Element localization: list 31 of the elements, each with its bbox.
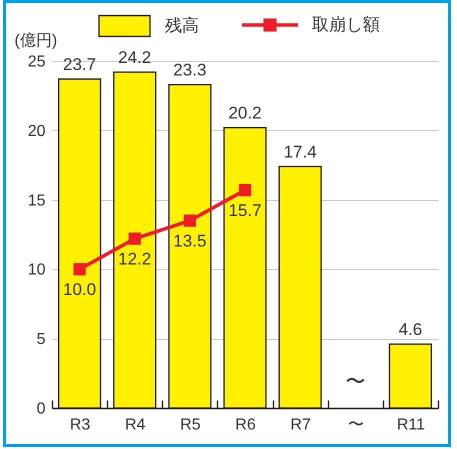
point: [184, 214, 196, 227]
data-label: 4.6: [398, 320, 422, 340]
data-label: 15.7: [228, 201, 262, 220]
x-tick-label: R3: [70, 416, 90, 434]
y-tick-label: 10: [28, 262, 46, 279]
annotation: 〜: [345, 371, 366, 393]
point: [128, 232, 141, 245]
x-tick-label: R5: [180, 416, 201, 434]
point: [73, 263, 86, 276]
data-label: 24.2: [118, 48, 152, 68]
y-tick-label: 0: [36, 400, 46, 418]
y-tick-label: 25: [28, 54, 46, 70]
data-label: 10.0: [63, 280, 96, 300]
point: [238, 184, 252, 196]
x-tick-label: R7: [290, 416, 311, 434]
data-label: 17.4: [284, 142, 317, 162]
x-tick-label: R4: [124, 416, 146, 434]
data-label: 12.2: [118, 250, 152, 269]
legend-label: 残高: [165, 16, 199, 35]
y-tick-label: 5: [36, 331, 46, 348]
x-tick-label: R6: [235, 416, 256, 434]
data-label: 20.2: [228, 104, 262, 123]
y-tick-label: 15: [28, 192, 46, 210]
y-tick-label: 20: [28, 122, 46, 140]
data-label: 13.5: [173, 232, 206, 251]
legend-label: 取崩し額: [312, 15, 380, 34]
x-tick-label: 〜: [348, 416, 364, 434]
y-axis-title: (億円): [14, 32, 58, 50]
x-tick-label: R11: [396, 416, 426, 434]
data-label: 23.7: [63, 55, 96, 74]
data-label: 23.3: [173, 60, 206, 80]
